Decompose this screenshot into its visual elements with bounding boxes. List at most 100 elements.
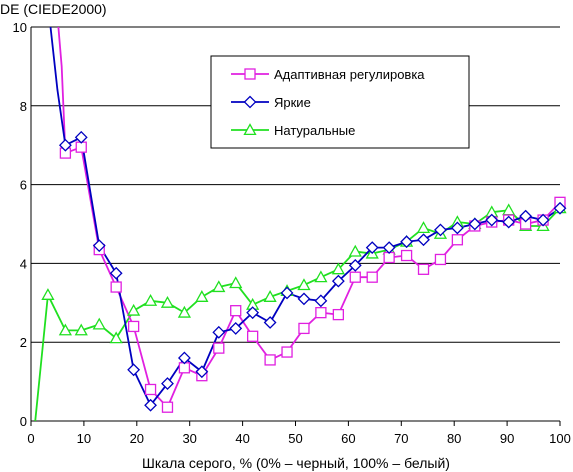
data-point [502, 215, 516, 229]
data-point [366, 271, 378, 283]
data-point [264, 354, 276, 366]
series-line-group [34, 207, 560, 421]
data-point [144, 383, 157, 396]
x-tick-label: 90 [500, 431, 514, 446]
data-point [297, 278, 311, 291]
data-point [229, 321, 243, 335]
x-tick-label: 40 [235, 431, 249, 446]
y-tick-label: 10 [13, 20, 27, 35]
data-point [349, 271, 361, 283]
data-point [246, 306, 260, 320]
data-point [92, 239, 106, 253]
data-point [485, 213, 499, 227]
data-point [127, 320, 140, 333]
series-layer [34, 27, 567, 421]
y-tick-label: 2 [20, 335, 27, 350]
x-tick-label: 0 [27, 431, 34, 446]
data-point [212, 280, 226, 293]
data-point [331, 274, 345, 288]
x-tick-label: 10 [77, 431, 91, 446]
data-point [263, 316, 277, 329]
data-point [468, 217, 482, 231]
data-point [450, 221, 464, 235]
y-tick-label: 4 [20, 256, 27, 271]
data-point [382, 241, 396, 255]
data-point [298, 322, 310, 335]
x-tick-label: 70 [394, 431, 408, 446]
x-tick-label: 80 [447, 431, 461, 446]
data-point [92, 317, 106, 330]
data-point [109, 331, 123, 344]
x-tick-label: 30 [182, 431, 196, 446]
data-point [110, 281, 122, 293]
data-point [417, 263, 430, 275]
legend-marker [244, 68, 256, 80]
legend-marker [243, 123, 257, 136]
data-point [519, 209, 533, 223]
legend-label: Натуральные [274, 123, 355, 138]
data-point [297, 292, 311, 306]
data-point [230, 305, 242, 317]
data-point [229, 276, 243, 289]
data-point [280, 286, 294, 300]
data-point [502, 203, 516, 216]
y-tick-label: 8 [20, 99, 27, 114]
data-point [434, 223, 447, 237]
x-tick-label: 50 [288, 431, 302, 446]
data-point [315, 306, 327, 319]
data-point [331, 262, 345, 275]
data-point [195, 365, 209, 379]
data-point [58, 138, 72, 152]
data-point [127, 363, 141, 377]
legend-marker [243, 95, 257, 109]
y-axis-title: DE (CIEDE2000) [0, 1, 107, 17]
data-point [348, 258, 362, 272]
data-point [143, 293, 158, 306]
x-axis-title: Шкала серого, % (0% – черный, 100% – бел… [142, 455, 450, 471]
data-point [161, 377, 174, 390]
data-point [213, 342, 225, 354]
data-point [212, 325, 226, 339]
data-point [348, 244, 362, 257]
data-point [365, 241, 379, 255]
data-point [314, 294, 328, 308]
data-point [281, 346, 293, 358]
data-point [127, 303, 141, 316]
data-point [161, 401, 174, 413]
data-point [263, 290, 277, 302]
data-point [536, 213, 550, 227]
data-point [451, 234, 464, 246]
x-tick-label: 20 [130, 431, 144, 446]
data-point [314, 270, 328, 283]
data-point [74, 130, 88, 144]
axes [30, 27, 561, 426]
x-tick-label: 60 [341, 431, 355, 446]
y-tick-label: 0 [20, 414, 27, 429]
data-point [417, 233, 430, 247]
data-point [74, 323, 88, 336]
data-point [332, 308, 344, 321]
data-point [195, 290, 209, 302]
data-point [109, 266, 123, 280]
data-point [41, 288, 55, 300]
data-point [177, 351, 191, 365]
legend-label: Яркие [274, 95, 311, 110]
data-point [247, 330, 259, 342]
data-point [160, 295, 175, 308]
legend: Адаптивная регулировка Яркие Натуральные [210, 55, 470, 149]
x-tick-label: 100 [549, 431, 571, 446]
gridlines [31, 26, 560, 343]
data-point [400, 249, 413, 262]
data-point [58, 323, 72, 336]
data-point [177, 305, 192, 318]
series-line [34, 207, 560, 421]
data-point [434, 253, 447, 266]
legend-label: Адаптивная регулировка [274, 67, 425, 82]
data-point [553, 201, 567, 215]
data-point [144, 398, 157, 412]
data-point [416, 221, 431, 233]
data-point [400, 235, 414, 249]
y-tick-label: 6 [20, 178, 27, 193]
